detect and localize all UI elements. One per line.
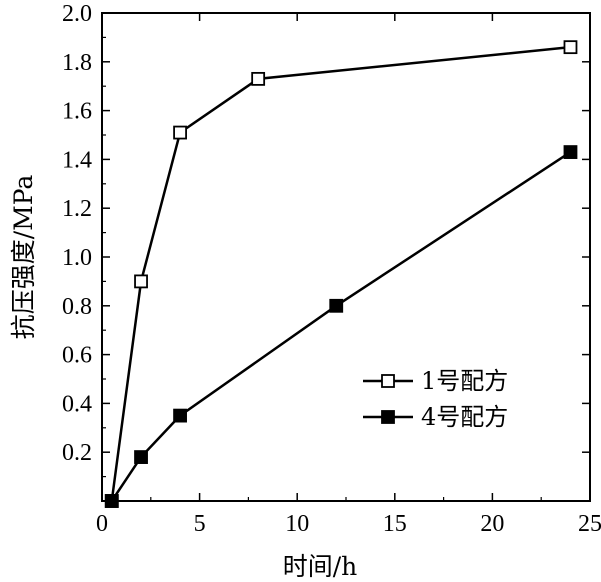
x-tick-label: 5 — [194, 511, 206, 537]
y-axis-title: 抗压强度/MPa — [9, 175, 38, 340]
data-point — [251, 71, 266, 86]
legend-label: 4号配方 — [421, 403, 508, 431]
data-point — [104, 494, 119, 508]
y-tick-label: 1.0 — [62, 245, 92, 271]
y-tick-label: 0.4 — [62, 391, 92, 417]
data-point — [563, 145, 578, 159]
y-tick-label: 2.0 — [62, 1, 92, 27]
y-tick-label: 0.6 — [62, 343, 92, 369]
data-point — [173, 125, 187, 140]
legend-entry: 1号配方 — [363, 367, 508, 395]
x-tick-label: 20 — [480, 511, 504, 537]
x-axis-title: 时间/h — [283, 552, 358, 581]
x-tick-label: 15 — [383, 511, 407, 537]
axis-ticks: 0 5 10 15 20 25 0.2 0.4 0.6 0.8 1.0 1.2 1.4 1.6 1.8 2.0 — [62, 1, 601, 537]
series-line — [110, 45, 571, 502]
y-tick-label: 1.4 — [62, 147, 92, 173]
data-point — [173, 408, 187, 423]
y-tick-label: 1.6 — [62, 99, 92, 125]
legend-entry: 4号配方 — [363, 403, 508, 431]
y-tick-label: 1.8 — [62, 50, 92, 76]
x-tick-label: 25 — [578, 511, 601, 537]
plot-frame — [101, 12, 591, 502]
y-tick-label: 0.8 — [62, 294, 92, 320]
data-point — [329, 298, 344, 313]
legend-marker — [381, 410, 395, 424]
data-point — [134, 450, 148, 464]
y-tick-label: 1.2 — [62, 196, 92, 222]
x-tick-label: 10 — [285, 511, 309, 537]
y-tick-label: 0.2 — [62, 440, 92, 466]
x-tick-label: 0 — [96, 511, 108, 537]
legend-marker — [381, 374, 395, 388]
series-layer — [104, 40, 578, 508]
series-line — [110, 151, 572, 502]
data-point — [563, 40, 578, 55]
legend-label: 1号配方 — [421, 367, 508, 395]
series-1 — [104, 40, 578, 508]
series-2 — [104, 145, 578, 508]
data-point — [134, 274, 148, 289]
legend: 1号配方 4号配方 — [363, 367, 508, 431]
